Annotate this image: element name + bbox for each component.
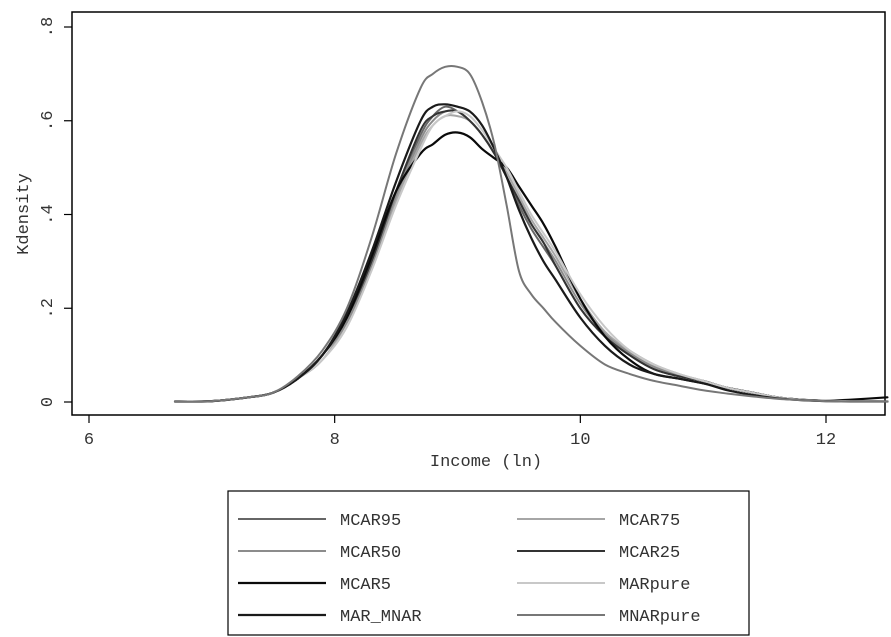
series-line-mcar25 xyxy=(174,109,889,403)
y-axis-ticks: 0 .2 .4 .6 .8 xyxy=(39,17,72,407)
x-axis-title: Income (ln) xyxy=(430,453,542,472)
legend-item-mcar75: MCAR75 xyxy=(517,512,680,531)
x-tick-label: 12 xyxy=(816,431,836,450)
legend-label: MCAR50 xyxy=(340,544,401,563)
legend-item-marpure: MARpure xyxy=(517,576,690,595)
y-tick-label: .6 xyxy=(39,111,58,131)
legend: MCAR95 MCAR75 MCAR50 MCAR25 MCAR5 MARpure MAR_… xyxy=(238,512,701,627)
series-line-mcar5 xyxy=(173,131,889,403)
x-tick-label: 8 xyxy=(330,431,340,450)
series-lines xyxy=(173,64,889,403)
y-tick-label: .4 xyxy=(39,204,58,224)
legend-label: MCAR25 xyxy=(619,544,680,563)
y-axis-title: Kdensity xyxy=(15,173,34,255)
legend-item-mcar25: MCAR25 xyxy=(517,544,680,563)
series-line-marpure xyxy=(174,110,889,403)
series-line-mar-mnar xyxy=(173,103,889,403)
legend-label: MNARpure xyxy=(619,608,701,627)
legend-item-mar-mnar: MAR_MNAR xyxy=(238,608,422,627)
y-tick-label: .2 xyxy=(39,298,58,318)
y-tick-label: 0 xyxy=(39,397,58,407)
series-line-mcar75 xyxy=(174,114,889,403)
y-tick-label: .8 xyxy=(39,17,58,37)
x-tick-label: 6 xyxy=(84,431,94,450)
legend-item-mnarpure: MNARpure xyxy=(517,608,701,627)
x-tick-label: 10 xyxy=(570,431,590,450)
legend-label: MCAR75 xyxy=(619,512,680,531)
legend-box xyxy=(227,490,750,636)
legend-label: MCAR95 xyxy=(340,512,401,531)
series-line-mcar95 xyxy=(174,105,889,403)
legend-item-mcar5: MCAR5 xyxy=(238,576,391,595)
legend-item-mcar50: MCAR50 xyxy=(238,544,401,563)
legend-label: MAR_MNAR xyxy=(340,608,422,627)
series-line-mnarpure xyxy=(174,64,889,403)
plot-frame xyxy=(71,11,886,416)
series-line-mcar50 xyxy=(174,109,889,403)
legend-label: MCAR5 xyxy=(340,576,391,595)
legend-label: MARpure xyxy=(619,576,690,595)
legend-item-mcar95: MCAR95 xyxy=(238,512,401,531)
x-axis-ticks: 6 8 10 12 xyxy=(84,415,836,450)
